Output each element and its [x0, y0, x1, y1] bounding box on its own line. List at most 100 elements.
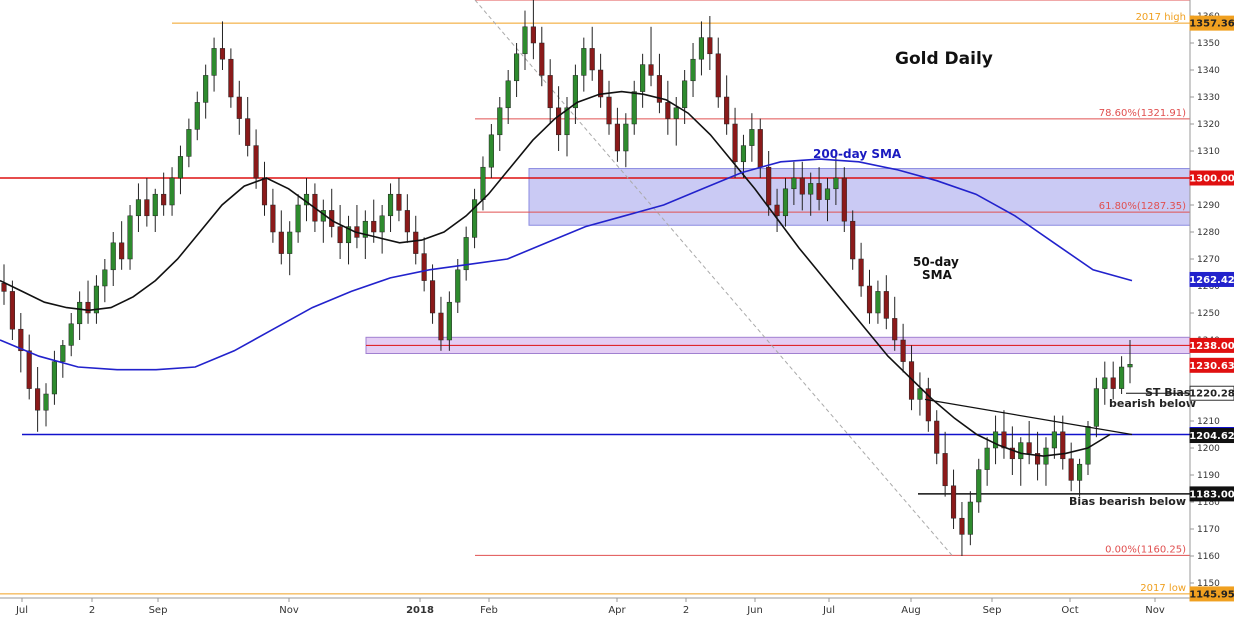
- x-tick-label: Sep: [149, 605, 168, 616]
- sma200-label: 200-day SMA: [813, 147, 902, 161]
- x-tick-label: Sep: [983, 605, 1002, 616]
- fib-guide-layer: [474, 0, 953, 556]
- candle-body: [833, 177, 839, 190]
- candle-body: [253, 145, 259, 179]
- sma-layer: [0, 90, 1133, 457]
- candle-body: [589, 48, 595, 71]
- candle-body: [732, 123, 738, 163]
- candle-body: [1085, 426, 1091, 465]
- candle-body: [866, 285, 873, 314]
- candle-body: [715, 53, 721, 98]
- candle-body: [1001, 431, 1007, 449]
- candle-body: [270, 204, 276, 233]
- price-badge: [1189, 337, 1234, 353]
- candle-body: [144, 199, 150, 217]
- y-tick-label: 1250: [1197, 309, 1220, 319]
- candle-body: [959, 517, 965, 535]
- sma200-line: [0, 158, 1133, 371]
- candle-body: [665, 102, 671, 119]
- candle-body: [186, 129, 192, 157]
- candle-body: [816, 183, 822, 200]
- candle-body: [925, 388, 931, 422]
- candle-body: [245, 118, 251, 146]
- candle-body: [421, 253, 427, 281]
- price-badge-label: 1220.28: [1189, 389, 1234, 400]
- candle-body: [883, 291, 889, 319]
- price-badge-label: 1300.00: [1189, 174, 1234, 185]
- candle-body: [900, 339, 906, 362]
- price-badge-label: 1238.00: [1189, 341, 1234, 352]
- price-badges: 1357.36 1300.00 1262.42 1238.00 1230.63 1220.…: [1189, 15, 1234, 602]
- candle-body: [547, 75, 553, 109]
- price-badge: [1189, 428, 1234, 444]
- candle-body: [497, 107, 503, 136]
- candle-body: [1068, 458, 1074, 481]
- fib-diagonal: [474, 0, 953, 556]
- y-tick-label: 1170: [1197, 525, 1220, 535]
- candle-body: [26, 350, 32, 389]
- y-tick-label: 1260: [1197, 282, 1220, 292]
- x-tick-label: Nov: [1145, 605, 1165, 616]
- candle-body: [774, 204, 780, 217]
- x-tick-label: 2: [89, 605, 95, 616]
- candle-body: [261, 177, 268, 206]
- candle-body: [950, 485, 957, 519]
- y-tick-label: 1180: [1197, 498, 1220, 508]
- candle-body: [648, 64, 654, 76]
- y-tick-label: 1310: [1197, 147, 1220, 157]
- candle-body: [539, 42, 545, 76]
- candle-body: [219, 48, 226, 60]
- candle-body: [211, 48, 217, 76]
- y-tick-label: 1190: [1197, 471, 1220, 481]
- candle-body: [606, 96, 612, 125]
- candle-body: [18, 328, 24, 352]
- candle-body: [682, 80, 688, 109]
- x-tick-label: Oct: [1061, 605, 1078, 616]
- triangle-trendline: [924, 398, 1133, 436]
- candle-body: [892, 318, 898, 341]
- candle-body: [404, 210, 410, 233]
- candle-body: [1127, 364, 1133, 368]
- x-axis: Jul 2 Sep Nov 2018 Feb Apr 2 Jun Jul Aug Sep Oct Nov: [15, 598, 1165, 616]
- candle-body: [1102, 377, 1108, 389]
- trendline-layer: [924, 398, 1133, 436]
- price-badge-label: 1230.63: [1189, 361, 1234, 372]
- y-tick-label: 1270: [1197, 255, 1220, 265]
- price-badge: [1189, 357, 1234, 373]
- candle-body: [68, 323, 74, 346]
- candle-body: [656, 75, 662, 103]
- candle-body: [429, 280, 436, 314]
- candle-body: [161, 193, 167, 206]
- candle-body: [799, 177, 805, 195]
- price-badge: [1189, 170, 1234, 186]
- level-label: 0.00%(1160.25): [1105, 544, 1186, 555]
- price-badge: [1189, 486, 1234, 502]
- price-badge-label: 1204.62: [1189, 431, 1234, 442]
- candle-body: [228, 58, 234, 98]
- y-tick-label: 1160: [1197, 552, 1220, 562]
- candle-body: [77, 301, 83, 325]
- price-badge-label: 1262.42: [1189, 275, 1234, 286]
- candle-body: [942, 453, 948, 487]
- candle-body: [1018, 442, 1024, 460]
- candle-body: [614, 123, 620, 152]
- candle-body: [841, 177, 847, 222]
- candle-body: [698, 37, 705, 60]
- price-badge-label: 1145.95: [1189, 589, 1234, 600]
- st-bias-label-line1: ST Bias: [1145, 386, 1191, 399]
- sma50-label-line2: SMA: [922, 268, 953, 282]
- candle-body: [362, 220, 368, 238]
- candle-body: [396, 193, 402, 211]
- candle-body: [766, 166, 772, 206]
- st-bias-label-line2: bearish below: [1109, 397, 1196, 410]
- candle-body: [119, 242, 125, 260]
- candle-body: [556, 107, 562, 136]
- candle-body: [724, 96, 730, 125]
- candle-body: [1051, 431, 1057, 449]
- plot-background: [0, 0, 1190, 598]
- level-label: 78.60%(1321.91): [1099, 108, 1186, 119]
- candle-body: [984, 447, 990, 470]
- candle-body: [463, 237, 469, 271]
- x-tick-label: Jun: [746, 605, 763, 616]
